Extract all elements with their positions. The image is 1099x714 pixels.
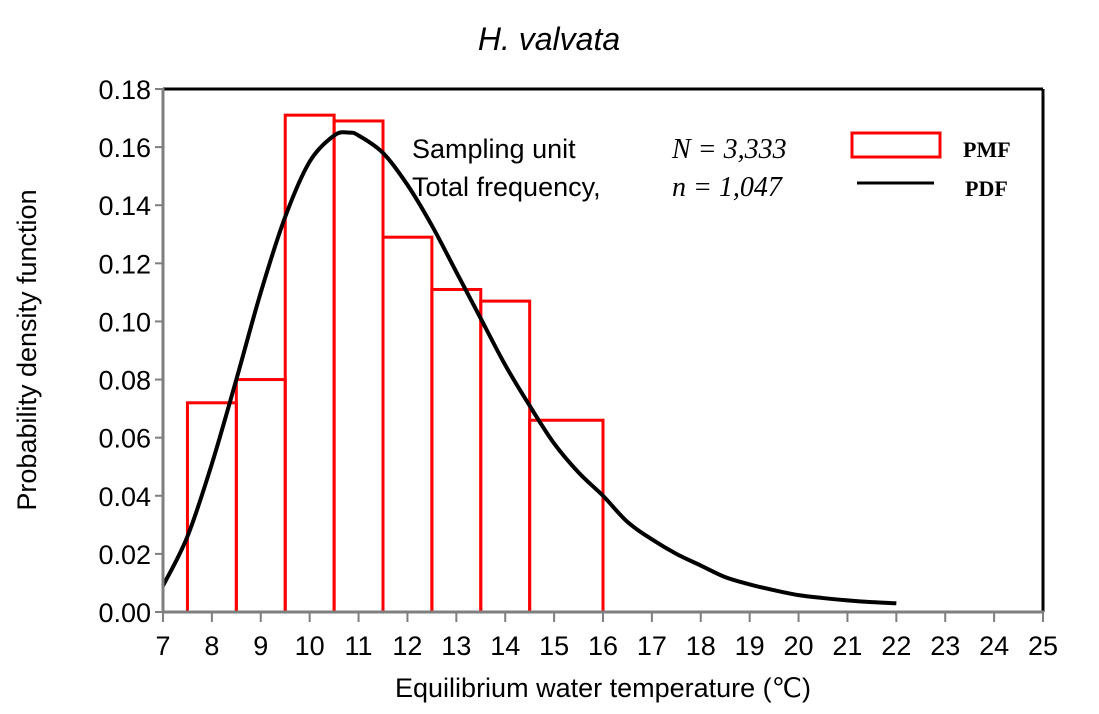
x-tick-label: 22 [881,631,911,661]
x-tick-label: 17 [637,631,667,661]
y-tick-label: 0.06 [98,424,151,454]
y-tick-label: 0.14 [98,191,151,221]
x-tick-label: 12 [392,631,422,661]
x-axis-label: Equilibrium water temperature (℃) [395,673,811,703]
pmf-bar-3 [332,119,385,614]
x-axis-ticks: 7 8 9 10 11 12 13 14 15 16 17 18 19 20 21 22 23 24 25 [155,612,1058,661]
annotation-label-sampling-unit: Sampling unit [412,134,576,164]
y-tick-label: 0.16 [98,133,151,163]
chart-title: H. valvata [478,21,620,57]
x-tick-label: 25 [1028,631,1058,661]
annotation-value-sampling-unit: N = 3,333 [671,134,787,165]
legend-pmf-label: PMF [963,137,1011,162]
y-tick-label: 0.12 [98,249,151,279]
x-tick-label: 7 [155,631,170,661]
x-tick-label: 15 [539,631,569,661]
x-tick-label: 20 [784,631,814,661]
pmf-bar-0 [185,401,238,614]
annotation-value-total-frequency: n = 1,047 [672,172,783,203]
legend: PMF PDF [850,131,1011,201]
x-tick-label: 10 [295,631,325,661]
x-tick-label: 14 [490,631,520,661]
pmf-bar-1 [234,378,287,614]
x-tick-label: 11 [345,631,373,661]
pmf-bar-5 [430,287,483,614]
x-tick-label: 19 [735,631,765,661]
pmf-bar-7 [528,418,605,614]
y-axis-label: Probability density function [12,189,42,510]
pdf-curve-layer [161,130,897,606]
x-tick-label: 24 [979,631,1009,661]
y-tick-label: 0.18 [98,75,151,105]
x-tick-label: 8 [204,631,219,661]
y-tick-label: 0.04 [98,482,151,512]
y-tick-label: 0.08 [98,366,151,396]
x-tick-label: 13 [441,631,471,661]
x-tick-label: 9 [253,631,268,661]
x-tick-label: 23 [930,631,960,661]
legend-pdf-label: PDF [965,176,1008,201]
x-tick-label: 18 [686,631,716,661]
x-tick-label: 21 [832,631,862,661]
legend-pmf-swatch [850,131,942,159]
y-tick-label: 0.02 [98,540,151,570]
annotation-label-total-frequency: Total frequency, [412,172,601,202]
y-axis-ticks: 0.00 0.02 0.04 0.06 0.08 0.10 0.12 0.14 0.16 0.18 [98,75,163,628]
x-tick-label: 16 [588,631,618,661]
pdf-curve [161,130,897,606]
y-tick-label: 0.10 [98,307,151,337]
y-tick-label: 0.00 [98,598,151,628]
pmf-bar-6 [479,299,532,614]
pmf-bar-2 [283,113,336,614]
pmf-bar-4 [381,235,434,614]
